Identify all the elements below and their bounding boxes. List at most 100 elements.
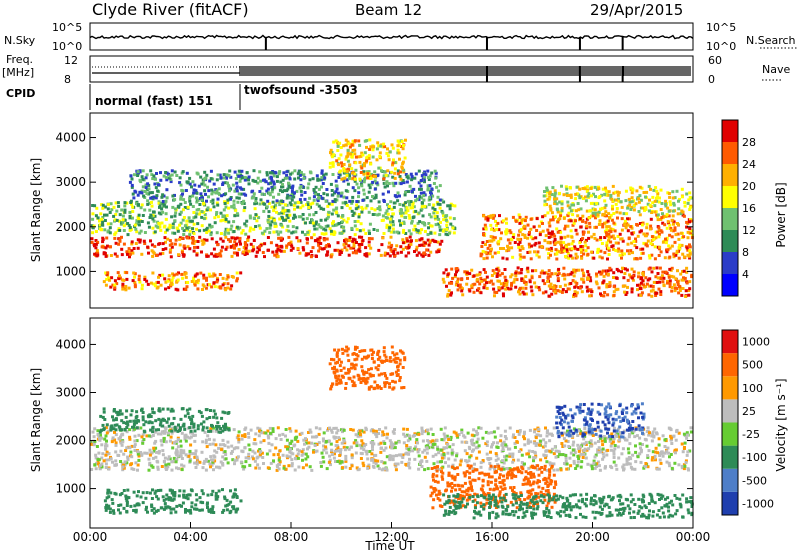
scatter-cell — [164, 240, 167, 244]
scatter-cell — [617, 456, 621, 460]
scatter-cell — [358, 443, 362, 447]
scatter-cell — [403, 156, 407, 160]
scatter-cell — [590, 250, 594, 254]
scatter-cell — [661, 212, 664, 216]
scatter-cell — [671, 435, 675, 439]
scatter-cell — [360, 235, 364, 239]
scatter-cell — [289, 203, 293, 207]
scatter-cell — [650, 270, 654, 274]
scatter-cell — [230, 254, 234, 258]
scatter-cell — [630, 226, 634, 230]
scatter-cell — [449, 438, 453, 441]
scatter-cell — [377, 200, 381, 204]
scatter-cell — [314, 220, 318, 224]
scatter-cell — [690, 275, 694, 279]
scatter-cell — [109, 457, 113, 461]
scatter-cell — [351, 239, 355, 243]
scatter-cell — [371, 213, 375, 216]
scatter-cell — [171, 275, 175, 279]
scatter-cell — [344, 157, 348, 161]
scatter-cell — [141, 441, 145, 445]
scatter-cell — [622, 463, 626, 467]
scatter-cell — [490, 443, 494, 447]
scatter-cell — [417, 432, 421, 436]
scatter-cell — [448, 281, 451, 285]
scatter-cell — [426, 444, 430, 448]
scatter-cell — [617, 199, 621, 203]
scatter-cell — [446, 233, 450, 237]
scatter-cell — [477, 287, 481, 291]
scatter-cell — [149, 281, 153, 285]
scatter-cell — [411, 216, 415, 219]
scatter-cell — [293, 443, 297, 447]
scatter-cell — [688, 280, 692, 284]
scatter-cell — [149, 169, 153, 173]
scatter-cell — [96, 429, 100, 433]
scatter-cell — [423, 230, 427, 233]
scatter-cell — [491, 216, 495, 220]
scatter-cell — [147, 251, 150, 255]
scatter-cell — [446, 204, 450, 208]
scatter-cell — [120, 235, 123, 239]
scatter-cell — [547, 256, 551, 260]
power-frame — [89, 112, 694, 309]
scatter-cell — [628, 203, 632, 207]
scatter-cell — [199, 192, 203, 196]
scatter-cell — [688, 191, 692, 195]
scatter-cell — [344, 138, 348, 142]
scatter-cell — [472, 428, 476, 432]
scatter-cell — [106, 271, 110, 275]
scatter-cell — [348, 236, 352, 239]
scatter-cell — [622, 429, 626, 433]
scatter-cell — [276, 232, 280, 236]
scatter-cell — [162, 174, 166, 178]
scatter-cell — [550, 193, 554, 196]
scatter-cell — [503, 429, 507, 433]
scatter-cell — [293, 215, 297, 219]
scatter-cell — [122, 242, 126, 246]
scatter-cell — [571, 239, 575, 243]
scatter-cell — [288, 213, 292, 217]
scatter-cell — [546, 272, 550, 276]
scatter-cell — [370, 175, 374, 178]
scatter-cell — [586, 289, 589, 293]
scatter-cell — [152, 210, 155, 214]
scatter-cell — [300, 193, 304, 197]
scatter-cell — [666, 281, 669, 285]
scatter-cell — [399, 177, 403, 181]
scatter-cell — [166, 433, 170, 437]
scatter-cell — [544, 426, 547, 430]
scatter-cell — [352, 441, 356, 445]
scatter-cell — [565, 248, 569, 252]
scatter-cell — [474, 429, 478, 433]
scatter-cell — [333, 200, 337, 204]
scatter-cell — [553, 194, 557, 198]
scatter-cell — [333, 449, 337, 453]
scatter-cell — [668, 255, 672, 259]
scatter-cell — [212, 281, 216, 285]
scatter-cell — [338, 141, 342, 145]
scatter-cell — [323, 176, 327, 180]
scatter-cell — [417, 198, 421, 202]
scatter-cell — [649, 289, 653, 293]
scatter-cell — [513, 445, 517, 449]
scatter-cell — [244, 246, 248, 250]
scatter-cell — [511, 435, 515, 439]
scatter-cell — [451, 463, 455, 467]
scatter-cell — [649, 217, 653, 221]
scatter-cell — [505, 221, 508, 225]
scatter-cell — [677, 207, 681, 211]
scatter-cell — [151, 217, 155, 221]
scatter-cell — [603, 439, 607, 443]
scatter-cell — [353, 233, 357, 237]
scatter-cell — [194, 189, 198, 193]
scatter-cell — [689, 218, 693, 221]
scatter-cell — [408, 216, 412, 220]
scatter-cell — [156, 285, 160, 289]
scatter-cell — [548, 190, 552, 194]
scatter-cell — [297, 215, 301, 219]
scatter-cell — [622, 276, 626, 280]
scatter-cell — [182, 464, 186, 468]
scatter-cell — [300, 450, 304, 454]
scatter-cell — [475, 433, 479, 437]
